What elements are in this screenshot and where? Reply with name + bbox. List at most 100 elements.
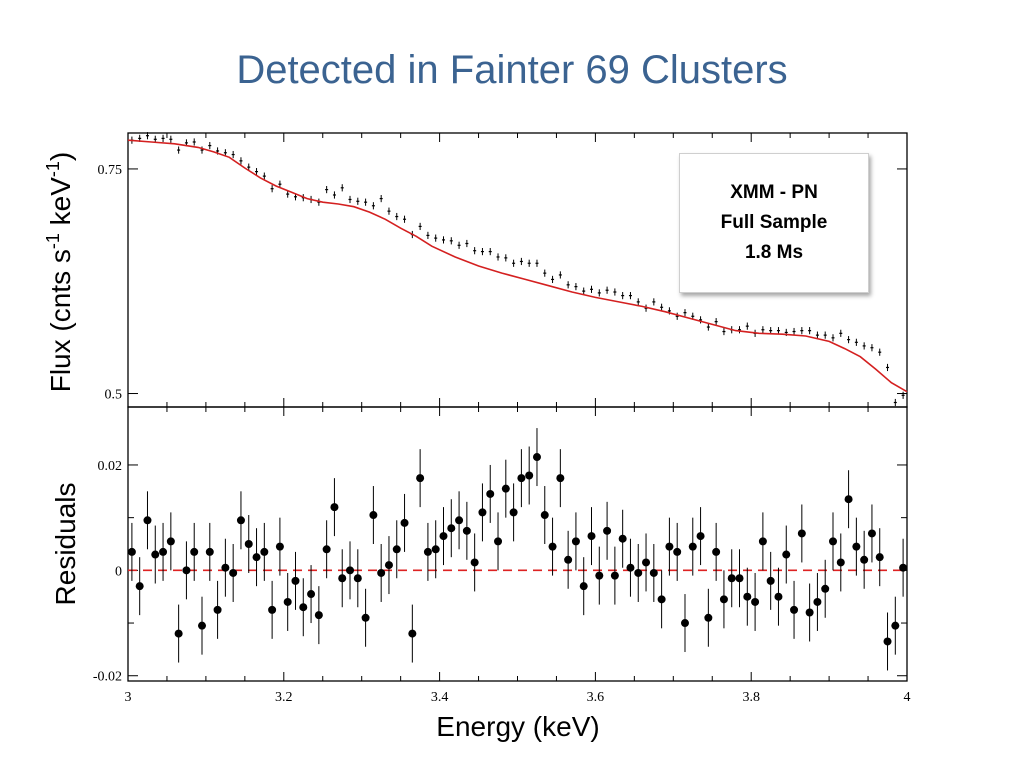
residual-point [353, 574, 362, 583]
residual-point [369, 511, 378, 520]
residual-point [751, 597, 760, 606]
residual-point [680, 619, 689, 628]
residual-point [439, 532, 448, 541]
model-curve [127, 139, 908, 393]
residual-point [883, 637, 892, 646]
residual-point [260, 547, 269, 556]
residual-point [275, 542, 284, 551]
residual-point [712, 547, 721, 556]
residual-point [127, 547, 136, 556]
residual-point [455, 516, 464, 525]
residual-point [688, 542, 697, 551]
residual-point [291, 576, 300, 585]
residual-point [408, 629, 417, 638]
residual-point [143, 516, 152, 525]
x-tick-label: 3.4 [431, 690, 449, 705]
residual-point [423, 547, 432, 556]
residual-point [205, 547, 214, 556]
residual-point [377, 568, 386, 577]
residual-point [821, 584, 830, 593]
residual-point [571, 537, 580, 546]
residual-point [852, 542, 861, 551]
residual-point [478, 508, 487, 517]
residual-point [540, 511, 549, 520]
y-tick-label: -0.02 [93, 670, 122, 685]
residuals-panel: -0.02 0 0.02 3 3.2 3.4 3.6 3.8 4 [93, 406, 911, 705]
residual-point [198, 621, 207, 630]
residual-point [813, 597, 822, 606]
residual-point [151, 550, 160, 559]
residual-point [579, 582, 588, 591]
residual-point [470, 558, 479, 567]
annotation-sample: Full Sample [720, 212, 828, 233]
residual-point [307, 590, 316, 599]
residual-point [416, 474, 425, 483]
residual-point [159, 547, 168, 556]
residual-point [283, 597, 292, 606]
residual-point [525, 471, 534, 480]
residual-point [603, 526, 612, 535]
residual-point [735, 574, 744, 583]
residual-point [221, 563, 230, 572]
residual-point [431, 545, 440, 554]
residual-points [127, 428, 908, 671]
residual-point [774, 592, 783, 601]
flux-axis-label: Flux (cnts s-1 keV-1) [43, 152, 76, 393]
x-tick-label: 4 [904, 690, 911, 705]
residual-point [665, 542, 674, 551]
y-tick-label: 0.75 [98, 163, 123, 178]
residual-point [322, 545, 331, 554]
residual-point [174, 629, 183, 638]
residual-point [392, 545, 401, 554]
residual-point [649, 568, 658, 577]
residual-point [626, 563, 635, 572]
residual-point [213, 605, 222, 614]
residual-point [229, 568, 238, 577]
residual-point [494, 537, 503, 546]
residual-point [346, 566, 355, 575]
residual-point [805, 608, 814, 617]
residual-point [782, 550, 791, 559]
residual-point [634, 568, 643, 577]
residual-point [766, 576, 775, 585]
residual-point [548, 542, 557, 551]
residual-point [595, 571, 604, 580]
residual-point [891, 621, 900, 630]
residual-point [556, 474, 565, 483]
residual-point [719, 595, 728, 604]
residual-point [236, 516, 245, 525]
residual-point [244, 540, 253, 548]
residual-point [844, 495, 853, 504]
residual-point [758, 537, 767, 546]
y-tick-label: 0.5 [105, 388, 123, 403]
residual-point [618, 534, 627, 543]
residual-point [875, 553, 884, 562]
y-tick-label: 0.02 [98, 459, 123, 474]
slide-title: Detected in Fainter 69 Clusters [236, 48, 788, 92]
residual-point [610, 571, 619, 580]
residual-point [190, 547, 199, 556]
residual-point [696, 532, 705, 541]
residual-point [532, 453, 541, 462]
annotation-exposure: 1.8 Ms [744, 242, 804, 263]
residuals-axis-label: Residuals [50, 483, 81, 606]
residual-point [400, 518, 409, 527]
residual-point [384, 561, 393, 570]
residual-point [657, 595, 666, 604]
residual-point [564, 555, 573, 564]
x-tick-label: 3.6 [587, 690, 605, 705]
residual-point [166, 537, 175, 546]
residual-point [501, 484, 510, 493]
residual-point [899, 563, 908, 572]
residual-point [509, 508, 518, 517]
residual-point [587, 532, 596, 541]
x-tick-label: 3 [125, 690, 132, 705]
residual-point [828, 537, 837, 546]
residual-point [462, 526, 471, 535]
residual-point [361, 613, 370, 622]
residual-point [704, 613, 713, 622]
residual-point [743, 592, 752, 601]
residual-point [642, 558, 651, 567]
residual-point [790, 605, 799, 614]
